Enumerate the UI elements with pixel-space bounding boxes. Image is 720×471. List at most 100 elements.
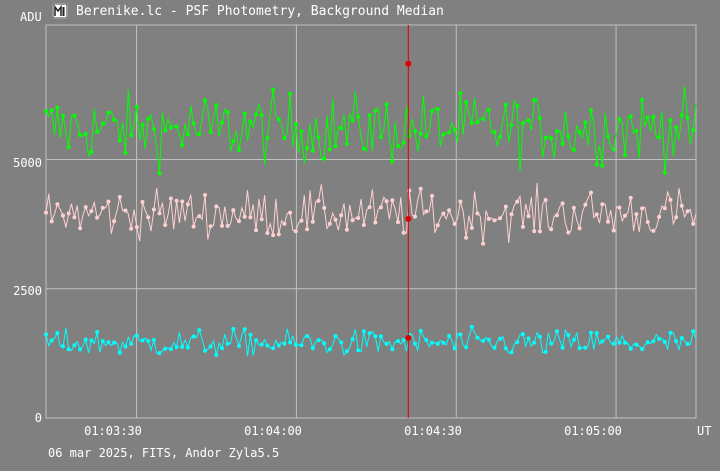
series-point-0 <box>458 91 463 96</box>
series-point-0 <box>271 87 276 92</box>
series-point-0 <box>378 135 383 140</box>
series-point-0 <box>685 115 690 120</box>
series-point-0 <box>276 117 281 122</box>
series-point-0 <box>333 144 338 149</box>
series-point-2 <box>492 345 497 350</box>
series-point-1 <box>299 218 304 223</box>
series-point-1 <box>146 215 151 220</box>
series-point-1 <box>276 232 281 237</box>
series-point-1 <box>651 228 656 233</box>
series-point-0 <box>344 141 349 146</box>
series-point-2 <box>282 341 287 346</box>
series-point-1 <box>662 206 667 211</box>
series-point-2 <box>441 340 446 345</box>
series-point-1 <box>293 229 298 234</box>
x-tick-label-010430: 01:04:30 <box>404 424 462 438</box>
series-point-2 <box>464 345 469 350</box>
series-point-2 <box>378 334 383 339</box>
series-point-1 <box>679 203 684 208</box>
series-point-2 <box>623 340 627 345</box>
plot-frame <box>45 24 697 419</box>
series-point-0 <box>600 163 605 168</box>
series-point-1 <box>674 215 679 220</box>
series-point-0 <box>447 130 452 135</box>
series-point-2 <box>339 340 344 345</box>
series-point-1 <box>316 198 321 203</box>
series-point-2 <box>481 339 486 343</box>
series-point-2 <box>634 342 639 347</box>
series-point-1 <box>373 220 378 225</box>
series-point-1 <box>571 205 576 210</box>
series-point-0 <box>424 134 429 139</box>
series-point-2 <box>61 344 65 349</box>
series-point-1 <box>623 213 627 218</box>
series-point-1 <box>242 214 247 219</box>
series-point-0 <box>634 128 639 133</box>
series-point-2 <box>344 349 349 354</box>
series-point-0 <box>44 109 48 114</box>
series-point-0 <box>203 98 207 103</box>
series-point-2 <box>640 347 645 352</box>
series-point-1 <box>265 231 270 235</box>
series-point-0 <box>316 135 321 140</box>
app-icon <box>52 3 68 19</box>
series-point-2 <box>361 329 366 334</box>
series-point-1 <box>61 213 65 218</box>
series-point-1 <box>657 214 662 219</box>
series-point-1 <box>151 207 156 212</box>
series-point-0 <box>310 148 315 153</box>
series-point-1 <box>617 205 622 210</box>
series-point-1 <box>498 216 503 221</box>
series-point-0 <box>583 120 588 125</box>
series-point-0 <box>486 107 491 112</box>
series-point-0 <box>481 117 486 122</box>
series-point-1 <box>44 210 48 215</box>
x-tick-label-010400: 01:04:00 <box>244 424 302 438</box>
series-point-2 <box>549 341 554 346</box>
series-point-2 <box>424 338 429 342</box>
series-point-0 <box>299 129 304 134</box>
series-point-1 <box>237 219 241 224</box>
series-point-2 <box>430 340 434 345</box>
series-point-0 <box>254 112 258 117</box>
series-point-0 <box>191 121 196 126</box>
series-point-1 <box>378 205 383 210</box>
series-point-2 <box>49 338 54 343</box>
series-point-2 <box>509 350 514 355</box>
series-point-1 <box>174 198 179 203</box>
series-point-0 <box>645 115 650 120</box>
series-point-1 <box>305 227 310 232</box>
series-point-1 <box>492 218 497 223</box>
series-point-0 <box>225 110 230 115</box>
series-point-1 <box>634 212 639 217</box>
series-point-2 <box>350 337 355 342</box>
series-point-1 <box>543 198 548 202</box>
series-point-1 <box>55 202 60 207</box>
series-point-2 <box>418 328 423 333</box>
series-point-2 <box>112 340 117 345</box>
series-point-1 <box>112 219 117 224</box>
series-point-0 <box>231 139 236 144</box>
series-point-2 <box>259 342 264 347</box>
series-point-2 <box>526 336 531 341</box>
series-point-1 <box>475 211 480 216</box>
series-point-1 <box>384 199 389 204</box>
series-point-0 <box>248 119 253 124</box>
series-point-0 <box>651 114 656 119</box>
series-point-0 <box>390 159 395 164</box>
series-point-1 <box>515 199 520 204</box>
series-point-0 <box>95 129 100 134</box>
series-point-0 <box>180 143 185 148</box>
series-point-2 <box>537 334 542 339</box>
series-point-2 <box>583 345 588 350</box>
series-point-0 <box>594 162 599 167</box>
series-point-1 <box>259 217 264 222</box>
series-point-0 <box>503 102 508 107</box>
series-point-0 <box>322 156 327 161</box>
series-point-1 <box>452 222 457 226</box>
series-point-0 <box>151 127 156 131</box>
cursor-marker-2 <box>405 334 412 341</box>
series-point-2 <box>571 337 576 342</box>
series-point-2 <box>356 348 361 353</box>
